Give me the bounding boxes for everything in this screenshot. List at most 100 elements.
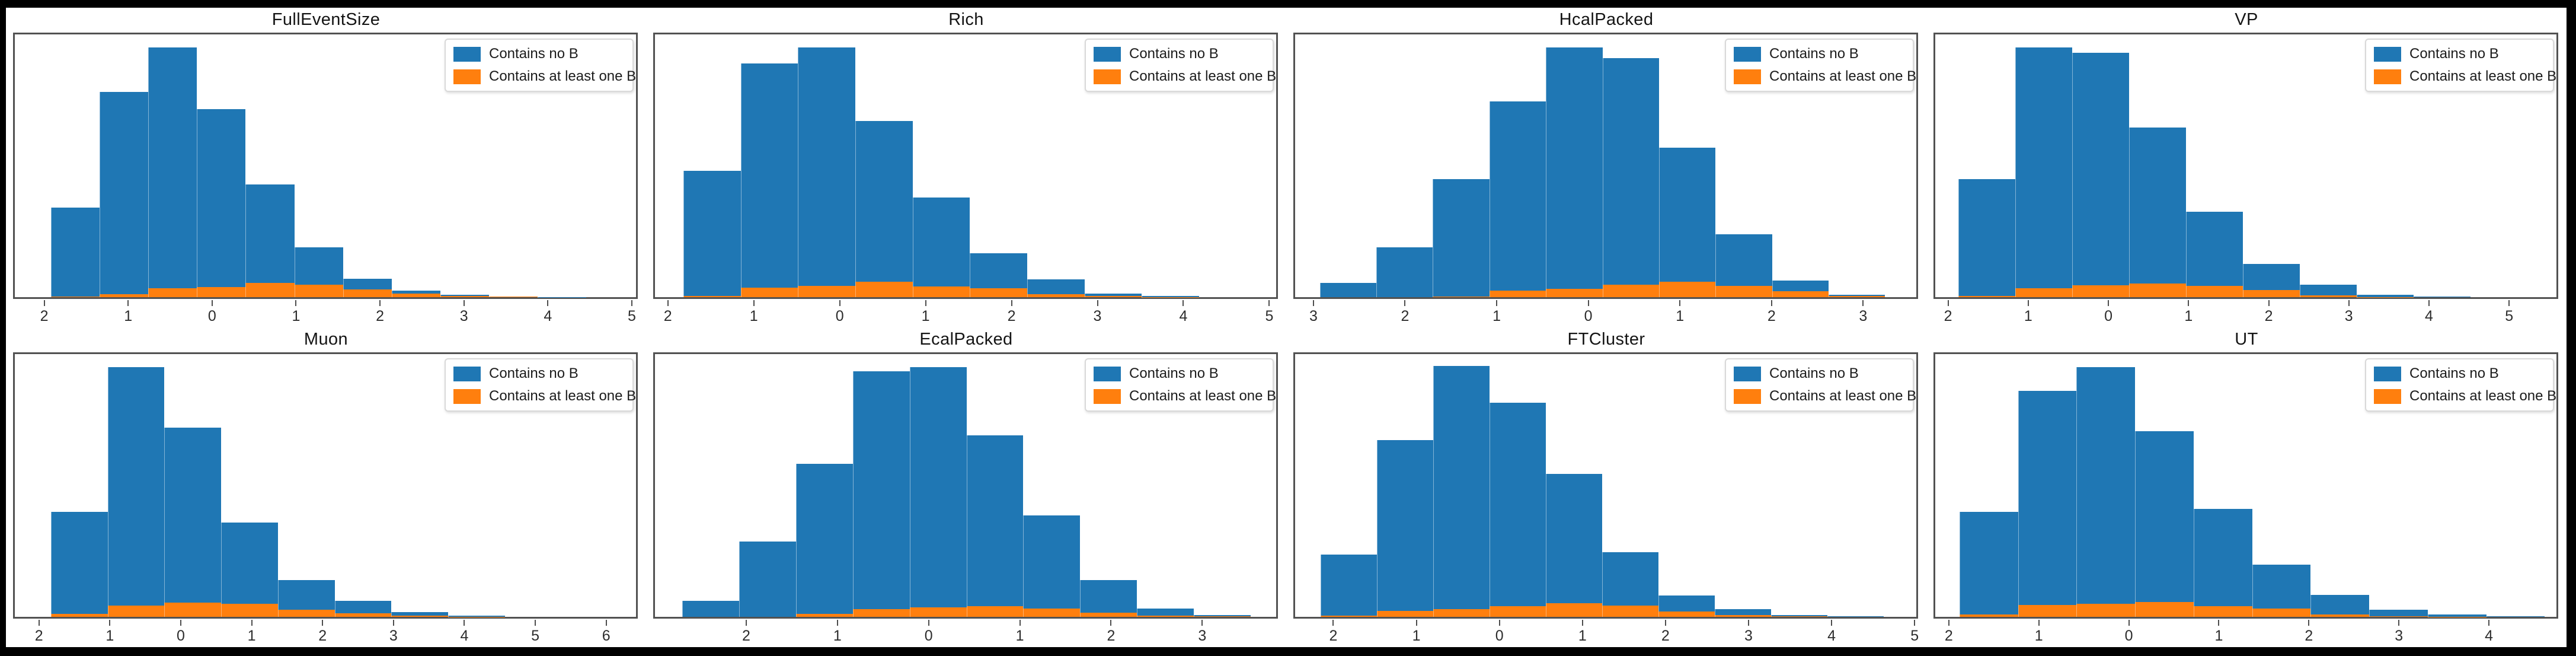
legend-label: Contains no B <box>1769 46 1859 62</box>
histogram-bar <box>909 607 967 617</box>
axes-box: 3 2 1 0 1 2 3 Contains no B Contains at least on… <box>1293 33 1918 324</box>
histogram-bar <box>164 428 222 617</box>
histogram-bar <box>1658 147 1716 297</box>
legend-item: Contains no B <box>1734 46 1913 62</box>
histogram-bar <box>2129 127 2187 297</box>
histogram-bar <box>1433 609 1490 617</box>
tick-label: 2 <box>663 308 672 324</box>
histogram-panel-muon: Muon 2 1 0 1 2 3 4 5 6 Contains no B Contains at le… <box>6 327 646 647</box>
tick-label: 3 <box>2395 628 2404 644</box>
histogram-bar <box>294 284 343 297</box>
histogram-bar <box>683 296 741 297</box>
histogram-bar <box>855 282 913 297</box>
tick-mark <box>2038 620 2040 626</box>
histogram-bar <box>1715 285 1772 297</box>
tick-mark <box>1415 620 1417 626</box>
tick-mark <box>1498 620 1500 626</box>
histogram-bar <box>148 288 197 297</box>
legend-item: Contains no B <box>2374 46 2553 62</box>
histogram-bar <box>391 615 448 617</box>
tick-mark <box>753 300 755 306</box>
tick-label: 1 <box>1412 628 1421 644</box>
tick-label: 0 <box>1495 628 1504 644</box>
histogram-bar <box>1377 611 1434 617</box>
histogram-bar <box>798 286 855 297</box>
tick-label: 3 <box>389 628 398 644</box>
histogram-bar <box>2300 295 2357 297</box>
histogram-bar <box>2072 53 2130 297</box>
legend-label: Contains no B <box>1129 46 1219 62</box>
histogram-bar <box>2186 285 2243 297</box>
histogram-bar <box>277 609 335 617</box>
tick-label: 3 <box>459 308 468 324</box>
plot-title: VP <box>2235 10 2258 29</box>
plot-title: HcalPacked <box>1559 10 1654 29</box>
histogram-bar <box>2076 367 2136 617</box>
legend-label: Contains no B <box>2409 46 2499 62</box>
histogram-bar <box>2300 285 2357 297</box>
legend: Contains no B Contains at least one B <box>2365 358 2556 412</box>
histogram-bar <box>148 47 197 297</box>
tick-mark <box>109 620 111 626</box>
tick-label: 3 <box>1093 308 1102 324</box>
histogram-bar <box>2193 509 2252 617</box>
tick-label: 2 <box>1944 628 1953 644</box>
tick-label: 1 <box>124 308 133 324</box>
legend-swatch-blue <box>1094 366 1121 381</box>
tick-label: 2 <box>1007 308 1016 324</box>
histogram-bar <box>909 367 967 617</box>
histogram-bar <box>391 294 440 297</box>
histogram-bar <box>2018 391 2077 617</box>
legend-item: Contains at least one B <box>2374 68 2556 85</box>
legend-swatch-blue <box>1734 366 1761 381</box>
histogram-bar <box>343 289 392 297</box>
tick-label: 0 <box>176 628 185 644</box>
tick-mark <box>1831 620 1833 626</box>
histogram-bar <box>1658 612 1715 617</box>
histogram-bar <box>164 602 222 617</box>
tick-mark <box>667 300 669 306</box>
histogram-bar <box>440 295 490 297</box>
tick-label: 4 <box>544 308 552 324</box>
tick-mark <box>1332 620 1334 626</box>
tick-label: 1 <box>921 308 930 324</box>
tick-label: 2 <box>1401 308 1410 324</box>
legend-label: Contains no B <box>2409 365 2499 381</box>
axes-box: 2 1 0 1 2 3 4 5 Contains no B Contains at least o… <box>13 33 638 324</box>
tick-mark <box>127 300 129 306</box>
histogram-bar <box>1433 179 1490 297</box>
histogram-bar <box>1194 616 1251 617</box>
histogram-bar <box>1715 609 1772 617</box>
axes-box: 2 1 0 1 2 3 4 5 6 Contains no B Contains at least … <box>13 352 638 644</box>
histogram-bar <box>1772 291 1829 297</box>
tick-label: 4 <box>460 628 469 644</box>
axes-box: 2 1 0 1 2 3 4 5 Contains no B Contains at least o… <box>653 33 1278 324</box>
tick-label: 2 <box>1944 308 1952 324</box>
histogram-bar <box>2015 288 2073 297</box>
tick-mark <box>2218 620 2220 626</box>
tick-label: 2 <box>2264 308 2273 324</box>
tick-label: 5 <box>1910 628 1919 644</box>
histogram-panel-vp: VP 2 1 0 1 2 3 4 5 Contains no B Contains at least… <box>1926 8 2567 327</box>
tick-mark <box>1182 300 1184 306</box>
histogram-bar <box>1602 284 1659 297</box>
legend-swatch-orange <box>2374 69 2401 84</box>
tick-label: 2 <box>742 628 750 644</box>
tick-label: 3 <box>1859 308 1868 324</box>
histogram-bar <box>221 522 278 617</box>
histogram-bar <box>966 435 1024 617</box>
tick-label: 3 <box>2344 308 2353 324</box>
histogram-bar <box>100 92 149 297</box>
legend-item: Contains at least one B <box>453 388 636 405</box>
histogram-bar <box>1027 294 1085 297</box>
tick-mark <box>1019 620 1021 626</box>
histogram-bar <box>50 208 100 297</box>
histogram-bar <box>1827 616 1884 617</box>
legend-item: Contains at least one B <box>2374 388 2556 405</box>
histogram-bar <box>2135 602 2194 617</box>
histogram-bar <box>2243 290 2300 297</box>
legend-item: Contains no B <box>1094 365 1273 382</box>
tick-label: 1 <box>2024 308 2032 324</box>
tick-label: 1 <box>833 628 842 644</box>
legend-swatch-blue <box>2374 366 2401 381</box>
